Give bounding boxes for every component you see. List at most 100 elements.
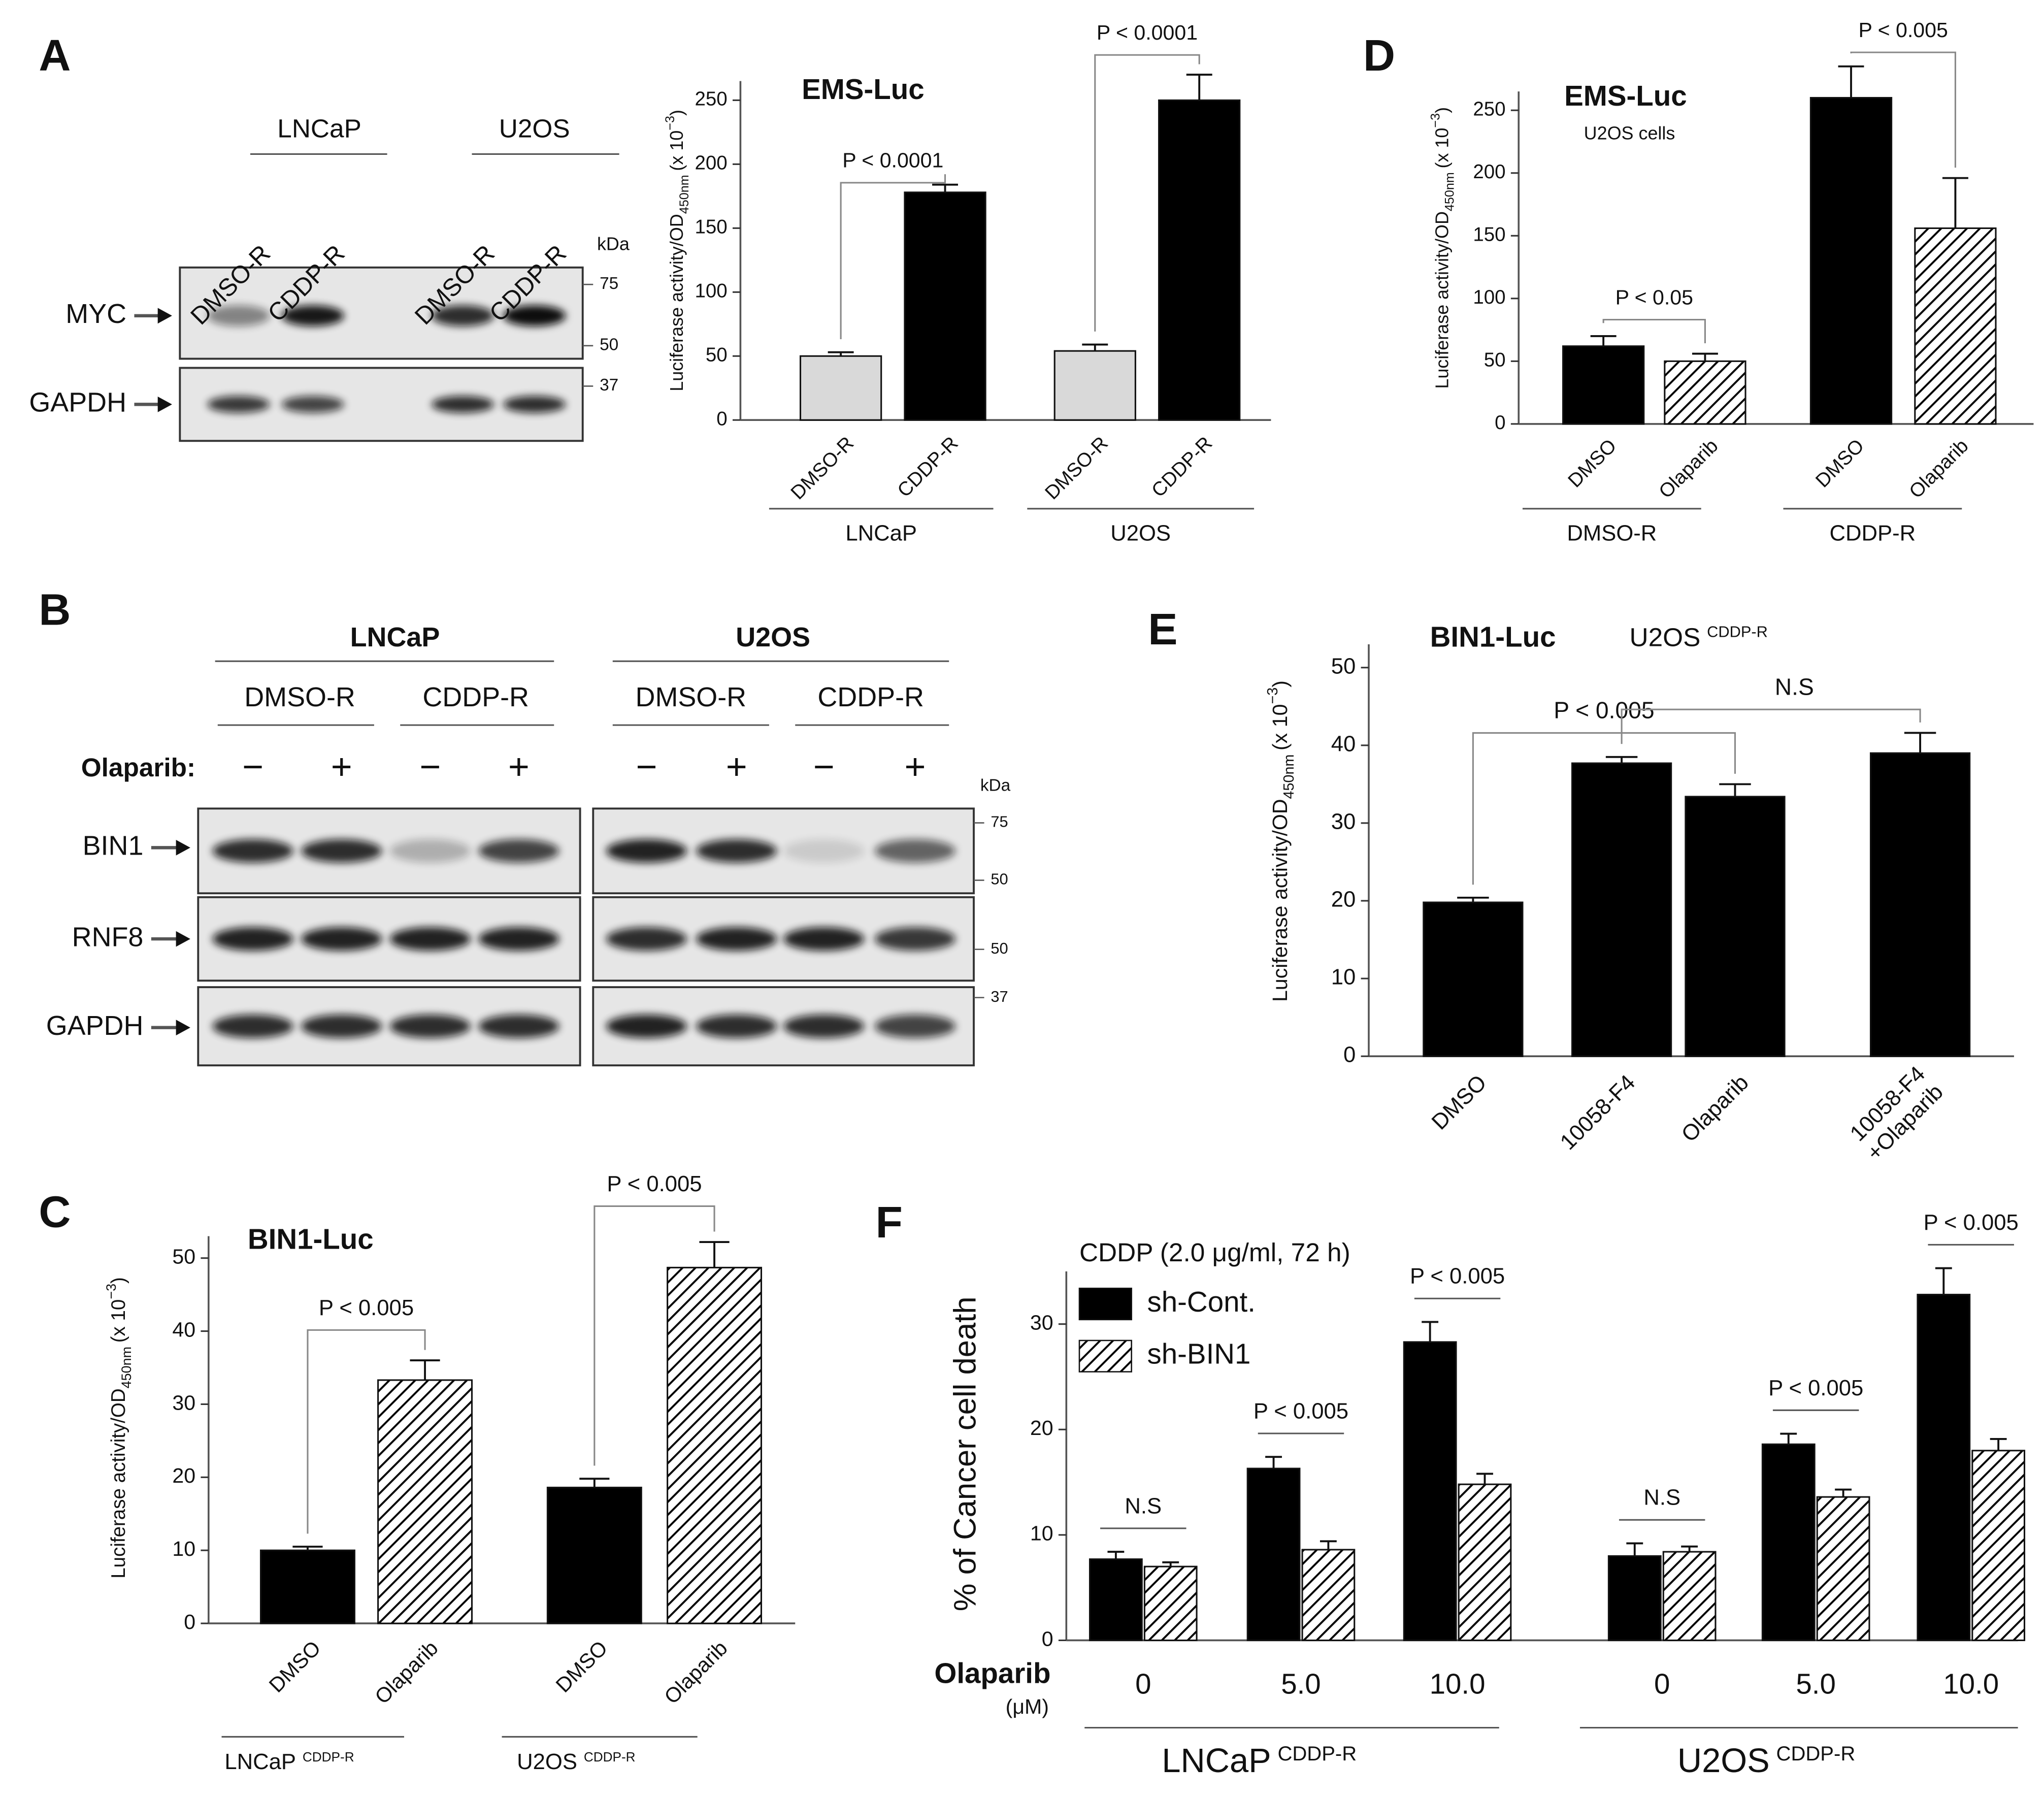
significance-label: P < 0.005: [1924, 1210, 2019, 1235]
y-axis-label: % of Cancer cell death: [947, 1296, 982, 1611]
blot-band: [212, 839, 293, 863]
label-sup: CDDP-R: [584, 1749, 636, 1764]
label-part: U2OS: [517, 1749, 577, 1774]
unit-label: kDa: [980, 776, 1011, 795]
y-tick-label: 0: [1495, 412, 1505, 434]
x-tick-label: 10.0: [1430, 1668, 1486, 1700]
y-axis-label-part: (x 10: [666, 130, 687, 171]
y-tick-label: 150: [1473, 223, 1505, 245]
blot-band: [874, 839, 956, 863]
error-bar: [828, 351, 854, 356]
y-tick-label: 200: [695, 152, 727, 174]
error-bar: [1904, 732, 1936, 754]
significance-label: P < 0.0001: [842, 149, 943, 172]
x-axis-unit: (μM): [1006, 1695, 1049, 1718]
label-sup: CDDP-R: [303, 1749, 354, 1764]
bar: [1664, 360, 1746, 425]
significance-label: N.S: [1775, 673, 1814, 700]
significance-bracket: [1472, 732, 1736, 885]
y-axis-label-part: ): [108, 1277, 129, 1284]
blot-band: [606, 927, 687, 951]
error-bar: [1265, 1456, 1282, 1469]
error-bar: [1457, 896, 1489, 903]
y-tick-label: 20: [1030, 1416, 1053, 1440]
error-bar: [292, 1546, 323, 1551]
blot-band: [281, 396, 344, 413]
blot-band: [301, 1015, 382, 1038]
marker-label: 37: [600, 376, 618, 395]
bar: [1761, 1443, 1816, 1642]
arrow-head: [157, 396, 172, 412]
marker-label: 75: [600, 274, 618, 293]
blot-band: [281, 305, 344, 326]
panel-letter: C: [39, 1187, 71, 1236]
y-axis-label-part: (x 10: [1431, 128, 1452, 169]
y-axis-label: Luciferase activity/OD450nm (x 10−3): [1265, 680, 1297, 1002]
chart-subtitle: U2OS CDDP-R: [1630, 623, 1768, 651]
legend-swatch: [1078, 1287, 1132, 1321]
blot-band: [207, 305, 270, 326]
y-axis-label-part: (x 10: [1268, 704, 1292, 750]
bar: [1914, 227, 1997, 425]
unit-label: kDa: [597, 234, 630, 254]
bar: [1403, 1341, 1457, 1642]
bar: [1869, 752, 1971, 1057]
significance-label: N.S: [1643, 1485, 1680, 1510]
legend-label: sh-BIN1: [1147, 1338, 1250, 1370]
bar: [1685, 796, 1786, 1057]
y-tick-label: 250: [1473, 98, 1505, 120]
bar: [1301, 1549, 1356, 1642]
group-label: U2OS CDDP-R: [1677, 1742, 1855, 1779]
blot-band: [207, 396, 270, 413]
error-bar: [1835, 1488, 1852, 1497]
error-bar: [932, 183, 958, 192]
y-axis-label-part: ): [666, 110, 687, 116]
chart-title: BIN1-Luc: [248, 1223, 374, 1255]
error-bar: [1838, 65, 1864, 98]
treatment-sign: +: [904, 746, 926, 787]
y-tick-label: 10: [1030, 1522, 1053, 1545]
row-label: RNF8: [72, 922, 144, 952]
error-bar: [1422, 1321, 1439, 1342]
y-axis-label-part: 450nm: [119, 1347, 134, 1388]
x-tick-label: CDDP-R: [893, 432, 962, 501]
x-tick-label: Olaparib: [1905, 435, 1972, 503]
error-bar: [1780, 1432, 1797, 1445]
blot-band: [478, 927, 559, 951]
significance-bracket: [840, 174, 946, 339]
x-tick-label: DMSO: [1564, 435, 1621, 492]
x-tick-label: 5.0: [1796, 1668, 1836, 1700]
y-axis-label-part: ): [1431, 107, 1452, 113]
panel-letter: D: [1363, 31, 1395, 80]
significance-bracket: [1094, 54, 1200, 332]
error-bar: [1990, 1437, 2007, 1451]
label-part: LNCaP: [1162, 1742, 1271, 1779]
y-tick-label: 40: [172, 1318, 195, 1341]
y-axis-label: Luciferase activity/OD450nm (x 10−3): [104, 1277, 134, 1579]
x-tick-label: Olaparib: [370, 1636, 442, 1708]
y-axis-label-part: −3: [1428, 113, 1442, 128]
y-tick-label: 100: [1473, 286, 1505, 308]
bar: [1662, 1551, 1717, 1642]
y-tick-label: 10: [172, 1537, 195, 1560]
x-tick-label: 0: [1654, 1668, 1670, 1700]
blot-band: [431, 396, 494, 413]
bar: [1971, 1450, 2026, 1642]
chart-title: EMS-Luc: [802, 73, 925, 105]
x-tick-label: CDDP-R: [1147, 432, 1216, 501]
group-label: U2OS: [499, 114, 570, 143]
blot-band: [503, 305, 566, 326]
blot-band: [696, 1015, 777, 1038]
panel-letter: F: [875, 1198, 902, 1247]
treatment-sign: −: [419, 746, 441, 787]
bar: [1423, 901, 1524, 1057]
y-tick-label: 0: [1343, 1042, 1356, 1067]
significance-label: P < 0.005: [1410, 1264, 1505, 1289]
row-label: GAPDH: [46, 1010, 144, 1041]
significance-label: P < 0.005: [1768, 1376, 1863, 1400]
x-tick-label: Olaparib: [660, 1636, 732, 1708]
x-tick-label: 0: [1135, 1668, 1151, 1700]
y-tick-label: 100: [695, 280, 727, 302]
bar: [1562, 345, 1645, 425]
panel-letter: A: [39, 31, 71, 80]
